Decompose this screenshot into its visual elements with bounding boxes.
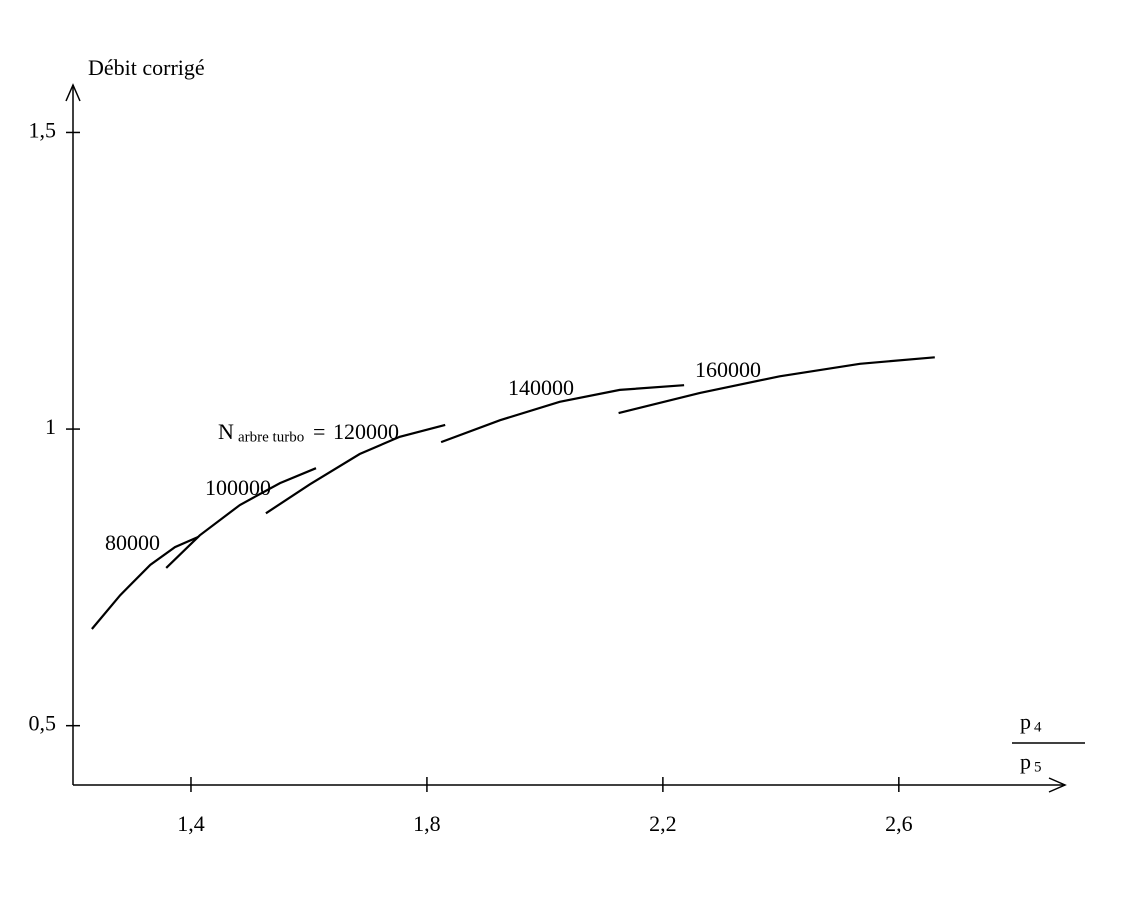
curve-label: 80000 <box>105 530 160 555</box>
annotation-symbol: N <box>218 419 234 444</box>
speed-curve <box>440 384 685 444</box>
x-tick-label: 1,8 <box>413 811 441 836</box>
curve-label: 140000 <box>508 375 574 400</box>
speed-curve <box>91 535 199 630</box>
x-axis-arrow <box>1048 777 1067 793</box>
annotation-subscript: arbre turbo <box>238 429 304 445</box>
y-axis-arrow <box>65 83 81 102</box>
x-label-numerator: p <box>1020 709 1031 734</box>
x-label-numerator-sub: 4 <box>1034 719 1042 735</box>
y-tick-label: 1,5 <box>29 118 57 143</box>
x-tick-label: 2,6 <box>885 811 913 836</box>
curve-label: 160000 <box>695 357 761 382</box>
x-tick-label: 1,4 <box>177 811 205 836</box>
x-label-denominator: p <box>1020 749 1031 774</box>
annotation-equals: = <box>313 419 325 444</box>
y-axis-label: Débit corrigé <box>88 55 205 80</box>
x-label-denominator-sub: 5 <box>1034 759 1042 775</box>
speed-curve <box>165 467 317 569</box>
y-tick-label: 0,5 <box>29 711 57 736</box>
x-tick-label: 2,2 <box>649 811 677 836</box>
curve-label: 120000 <box>333 419 399 444</box>
y-tick-label: 1 <box>45 414 56 439</box>
speed-curve <box>265 423 446 515</box>
curve-label: 100000 <box>205 475 271 500</box>
speed-curve <box>618 356 935 415</box>
